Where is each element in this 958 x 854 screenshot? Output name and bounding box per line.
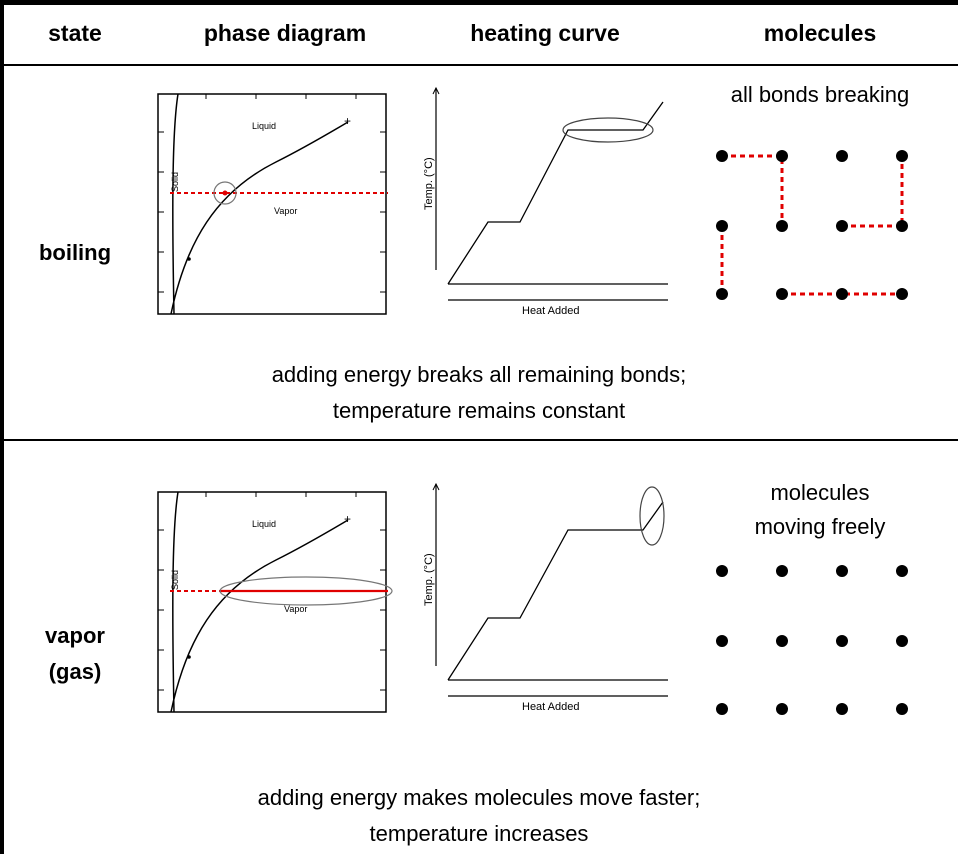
molecule — [896, 635, 908, 647]
molecule — [836, 150, 848, 162]
caption-boiling-line1: adding energy breaks all remaining bonds… — [271, 362, 687, 387]
x-axis-label-2: Heat Added — [522, 701, 580, 713]
molecule — [716, 288, 728, 300]
row-divider — [0, 439, 958, 441]
label-solid: Solid — [170, 172, 180, 192]
state-label-vapor: vapor — [45, 623, 105, 648]
molecules-caption-vapor-line2: moving freely — [754, 514, 886, 539]
molecules-caption-boiling: all bonds breaking — [730, 82, 910, 107]
label-solid-2: Solid — [170, 570, 180, 590]
molecule — [896, 703, 908, 715]
molecule — [716, 703, 728, 715]
molecule — [836, 220, 848, 232]
heating-curve-boiling: Heat Added Temp. (°C) — [423, 86, 668, 317]
state-label-gas: (gas) — [48, 659, 102, 684]
header-state: state — [48, 20, 102, 46]
svg-text:+: + — [344, 114, 351, 128]
header-divider — [0, 64, 958, 66]
label-vapor-2: Vapor — [284, 604, 307, 614]
header-heating-curve: heating curve — [470, 20, 620, 46]
molecule — [716, 220, 728, 232]
molecule — [716, 565, 728, 577]
molecule — [836, 703, 848, 715]
molecule — [776, 220, 788, 232]
molecules-caption-vapor-line1: molecules — [770, 480, 870, 505]
phase-diagram-boiling: + Liquid Vapor Solid — [157, 93, 388, 315]
label-vapor: Vapor — [274, 206, 297, 216]
svg-text:+: + — [344, 512, 351, 526]
header-molecules: molecules — [763, 20, 877, 46]
caption-vapor-line2: temperature increases — [369, 821, 589, 846]
label-liquid: Liquid — [252, 121, 276, 131]
molecule — [836, 635, 848, 647]
molecule — [716, 150, 728, 162]
molecule — [776, 565, 788, 577]
label-liquid-2: Liquid — [252, 519, 276, 529]
molecule — [716, 635, 728, 647]
molecule — [896, 288, 908, 300]
molecule — [836, 565, 848, 577]
molecule — [776, 635, 788, 647]
state-label-boiling: boiling — [38, 240, 112, 265]
caption-vapor-line1: adding energy makes molecules move faste… — [257, 785, 701, 810]
molecule — [896, 565, 908, 577]
molecule — [776, 288, 788, 300]
phase-diagram-vapor: + Liquid Vapor Solid — [157, 491, 393, 713]
molecule — [836, 288, 848, 300]
table-top-border — [0, 0, 958, 5]
table-left-border — [0, 0, 4, 854]
molecules-boiling — [716, 150, 908, 300]
molecule — [896, 220, 908, 232]
caption-boiling-line2: temperature remains constant — [332, 398, 626, 423]
y-axis-label: Temp. (°C) — [423, 157, 435, 210]
molecules-vapor — [716, 565, 908, 715]
heating-curve-vapor: Heat Added Temp. (°C) — [423, 482, 668, 713]
molecule — [896, 150, 908, 162]
molecule — [776, 703, 788, 715]
molecule — [776, 150, 788, 162]
y-axis-label-2: Temp. (°C) — [423, 553, 435, 606]
x-axis-label: Heat Added — [522, 305, 580, 317]
header-phase-diagram: phase diagram — [203, 20, 367, 46]
